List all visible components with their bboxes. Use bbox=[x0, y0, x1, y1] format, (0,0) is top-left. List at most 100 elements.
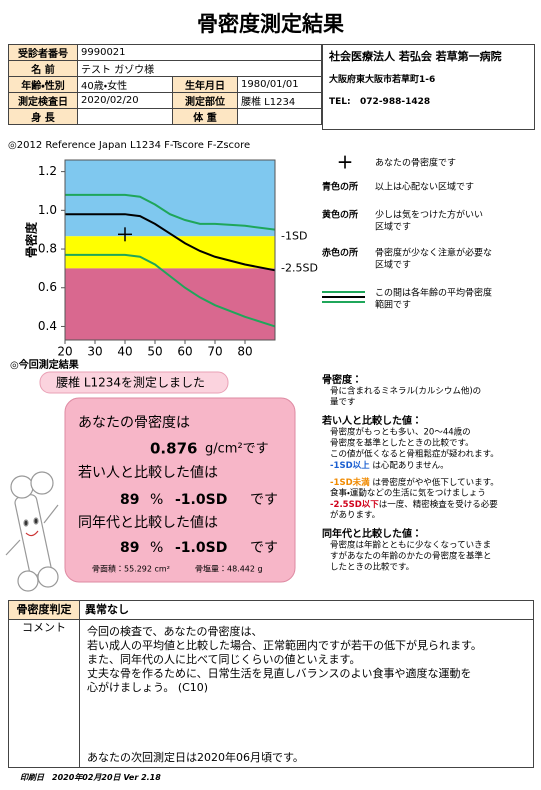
hospital-tel: TEL: 072-988-1428 bbox=[329, 97, 528, 107]
x-tick-label: 50 bbox=[147, 345, 162, 359]
patient-table: 受診者番号 9990021 名 前テスト ガゾウ様 年齢・性別 40歳・女性 生年月日… bbox=[8, 44, 322, 125]
note-rest: は一度、精密検査を受ける必要 bbox=[379, 499, 499, 510]
footer: 印刷日 2020年02月20日 Ver 2.18 bbox=[20, 773, 161, 782]
data-line bbox=[65, 253, 276, 328]
legend-text: 少しは気をつけた方がいい bbox=[375, 209, 483, 221]
zone bbox=[65, 160, 275, 237]
legend-label: 赤色の所 bbox=[321, 247, 358, 259]
legend-text: 範囲です bbox=[375, 299, 411, 311]
y-tick-label: 1.0 bbox=[38, 203, 57, 217]
x-tick-label: 80 bbox=[237, 345, 252, 359]
pct-unit: % bbox=[150, 492, 163, 508]
y-tick-label: 0.6 bbox=[38, 280, 57, 294]
result-area: ◎今回測定結果 腰椎 L1234を測定しました あなたの骨密度は 0.876 g… bbox=[5, 358, 499, 592]
result-text: あなたの骨密度は 0.876 g/cm²です 若い人と比較した値は 89 % -… bbox=[78, 415, 278, 574]
cell: 2020/02/20 bbox=[77, 92, 173, 109]
note-line: この値が低くなると骨粗鬆症が疑われます。 bbox=[330, 449, 499, 460]
patient-point bbox=[118, 227, 132, 242]
x-tick-label: 30 bbox=[87, 345, 102, 359]
reference-label: -1SD bbox=[281, 229, 307, 242]
comment-line: また、同年代の人に比べて同じくらいの値といえます。 bbox=[87, 653, 361, 666]
plot-frame bbox=[64, 159, 276, 341]
data-line bbox=[65, 193, 276, 231]
note-title: 同年代と比較した値： bbox=[322, 527, 422, 540]
note-line: したときの比較です。 bbox=[330, 562, 414, 573]
note-line: 骨密度は年齢とともに少なくなっていきま bbox=[330, 540, 491, 551]
legend-text: 骨密度が少なく注意が必要な bbox=[375, 247, 492, 259]
note-line: 骨に含まれるミネラル(カルシウム他)の bbox=[330, 386, 481, 397]
comment-line: 丈夫な骨を作るために、日常生活を見直しバランスのよい食事や適度な運動を bbox=[87, 667, 472, 680]
site-text: 腰椎 L1234を測定しました bbox=[56, 376, 205, 390]
note-emphasis: -1SD以上 bbox=[330, 460, 370, 471]
young-label: 若い人と比較した値は bbox=[78, 465, 218, 481]
mineral: 骨塩量：48.442 g bbox=[195, 564, 263, 574]
legend-label: 黄色の所 bbox=[322, 209, 358, 221]
tel-label: TEL: bbox=[329, 97, 351, 107]
area: 骨面積：55.292 cm² bbox=[92, 564, 170, 574]
comment-line: 若い成人の平均値と比較した場合、正常範囲内ですが若干の低下が見られます。 bbox=[87, 639, 482, 652]
comment-text: 今回の検査で、あなたの骨密度は、 若い成人の平均値と比較した場合、正常範囲内ですが… bbox=[87, 625, 482, 695]
note-title: 骨密度： bbox=[322, 373, 362, 386]
judgement-table: 骨密度判定 異常なし コメント 今回の検査で、あなたの骨密度は、 若い成人の平均値… bbox=[8, 600, 534, 768]
age-pct: 89 bbox=[120, 540, 139, 556]
legend-text: 区域です bbox=[375, 259, 411, 271]
note-line: -2.5SD以下は一度、精密検査を受ける必要 bbox=[330, 499, 498, 510]
cell: 1980/01/01 bbox=[237, 76, 322, 93]
legend-text: この間は各年齢の平均骨密度 bbox=[375, 287, 492, 299]
cell: 9990021 bbox=[77, 44, 322, 61]
hospital-name: 社会医療法人 若弘会 若草第一病院 bbox=[329, 50, 502, 63]
zone bbox=[65, 268, 275, 340]
cell: 体 重 bbox=[172, 108, 238, 125]
cell: 受診者番号 bbox=[8, 44, 78, 61]
row-divider bbox=[79, 619, 533, 620]
bmd-unit: g/cm²です bbox=[205, 442, 269, 457]
bone-character bbox=[5, 471, 59, 592]
note-rest: は骨密度がやや低下しています。 bbox=[370, 477, 499, 488]
cell: 測定検査日 bbox=[8, 92, 78, 109]
comment-label: コメント bbox=[9, 619, 80, 767]
note-emphasis: -1SD未満 bbox=[330, 477, 370, 488]
legend-text: あなたの骨密度です bbox=[375, 157, 456, 169]
data-line bbox=[65, 213, 276, 272]
pct-unit: % bbox=[150, 540, 163, 556]
cell: 名 前 bbox=[8, 60, 78, 77]
hospital-box: 社会医療法人 若弘会 若草第一病院 大阪府東大阪市若草町1-6 TEL: 072… bbox=[322, 44, 535, 130]
reference-label: -2.5SD bbox=[281, 261, 318, 274]
comment-line: 今回の検査で、あなたの骨密度は、 bbox=[87, 625, 263, 638]
x-tick-label: 70 bbox=[207, 345, 222, 359]
judgement-label: 骨密度判定 bbox=[9, 601, 80, 620]
x-tick-label: 20 bbox=[57, 345, 72, 359]
tel: 072-988-1428 bbox=[360, 97, 431, 107]
cell: 年齢・性別 bbox=[8, 76, 78, 93]
y-tick-label: 0.8 bbox=[38, 242, 57, 256]
young-pct: 89 bbox=[120, 492, 139, 508]
note-line: -1SD以上 は心配ありません。 bbox=[330, 460, 449, 471]
desu: です bbox=[250, 540, 278, 556]
note-line: 骨密度を基準としたときの比較です。 bbox=[330, 438, 474, 449]
comment-line: 心がけましょう。 (C10) bbox=[87, 681, 209, 694]
note-line: 量です bbox=[330, 398, 356, 408]
y-axis-label: 骨密度 bbox=[24, 222, 39, 258]
cell: 測定部位 bbox=[172, 92, 238, 109]
legend-label: 青色の所 bbox=[322, 181, 358, 193]
note-line: 骨密度がもっとも多い、20～44歳の bbox=[330, 427, 471, 438]
bmd-label: あなたの骨密度は bbox=[78, 415, 190, 431]
x-tick-label: 40 bbox=[117, 345, 132, 359]
cell bbox=[77, 108, 173, 125]
note-line: すがあなたの年齢のかたの骨密度を基準と bbox=[330, 551, 492, 562]
site-pill bbox=[39, 371, 229, 394]
note-emphasis: -2.5SD以下 bbox=[330, 500, 379, 510]
judgement-value: 異常なし bbox=[85, 603, 129, 616]
result-box bbox=[64, 397, 296, 583]
bmd: 0.876 bbox=[150, 440, 197, 458]
cell bbox=[237, 108, 322, 125]
desu: です bbox=[250, 492, 278, 508]
cell: 腰椎 L1234 bbox=[237, 92, 322, 109]
cell: 生年月日 bbox=[172, 76, 238, 93]
note-title: 若い人と比較した値： bbox=[321, 414, 422, 427]
legend-text: 区域です bbox=[375, 221, 411, 233]
note-line: があります。 bbox=[330, 510, 380, 521]
chart-caption: ◎2012 Reference Japan L1234 F-Tscore F-Z… bbox=[8, 140, 250, 151]
age-label: 同年代と比較した値は bbox=[78, 515, 218, 531]
